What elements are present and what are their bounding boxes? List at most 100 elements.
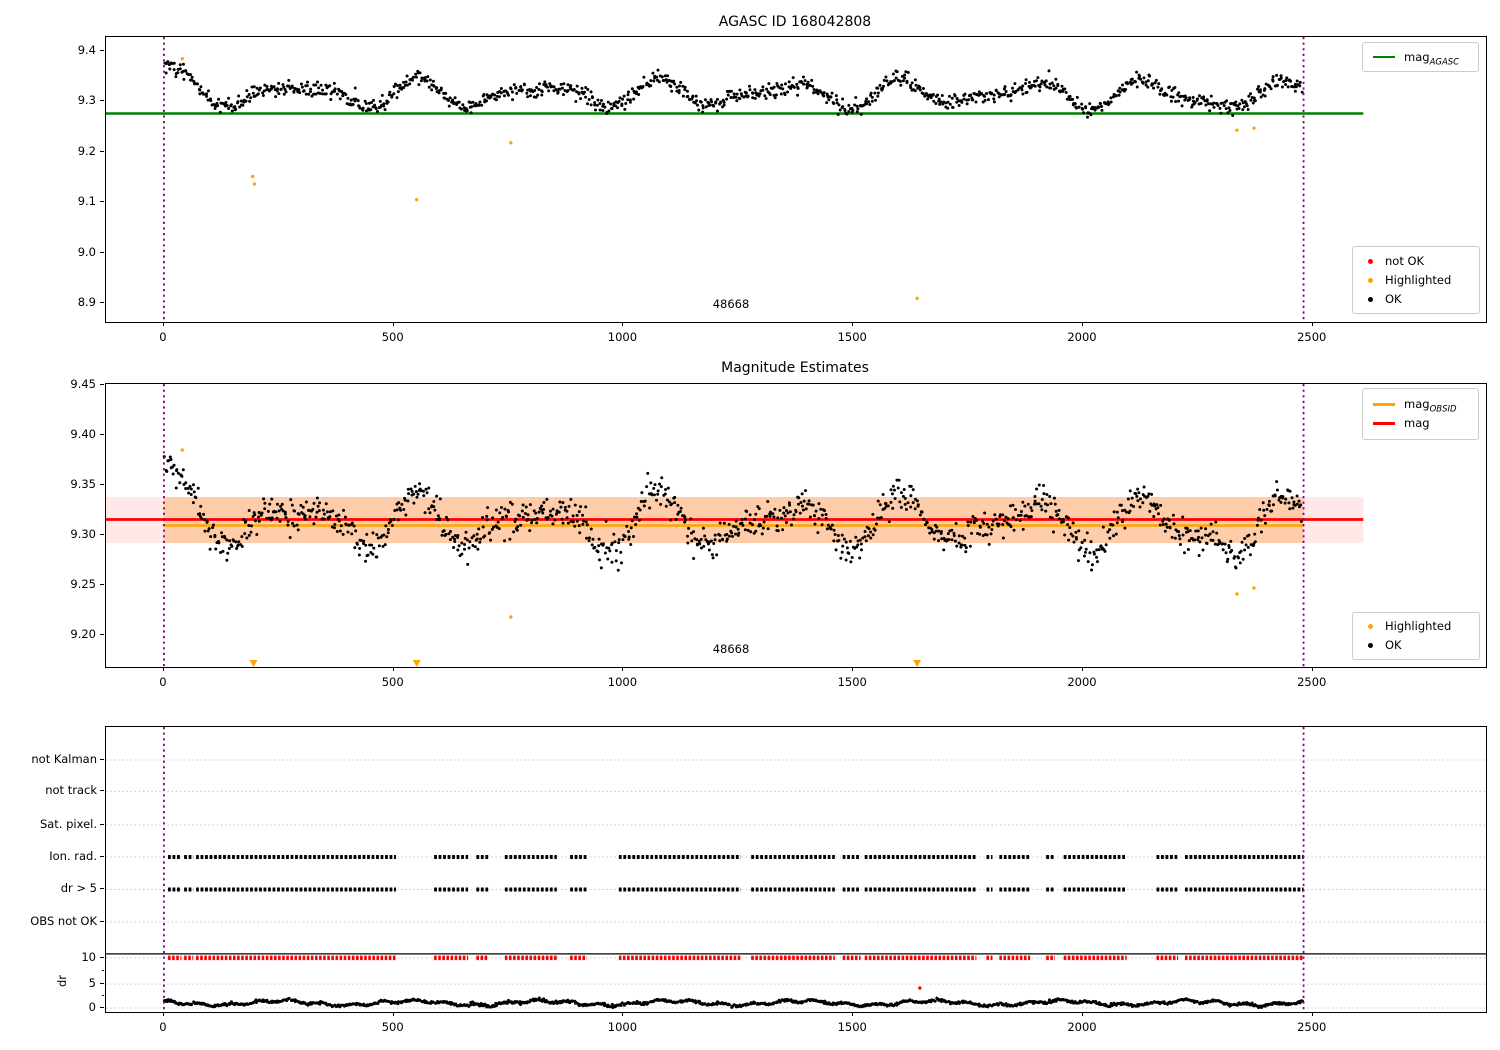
flag-label-not-track: not track: [45, 783, 97, 797]
y-tick-mark: [100, 301, 104, 303]
y-tick-label: 9.25: [70, 577, 96, 591]
top-plot-line-legend: magAGASC: [1362, 42, 1479, 72]
x-tick-mark: [1311, 667, 1313, 671]
legend-label: Highlighted: [1385, 619, 1452, 633]
black-dot-swatch: [1368, 296, 1373, 302]
x-tick-mark: [622, 1012, 624, 1016]
y-tick-mark: [100, 150, 104, 152]
x-tick-label: 2500: [1297, 675, 1327, 689]
flag-label-not-kalman: not Kalman: [31, 752, 97, 766]
x-tick-mark: [852, 667, 854, 671]
orange-dot-swatch: [1368, 624, 1373, 629]
y-tick-mark: [100, 251, 104, 253]
black-dot-swatch: [1368, 643, 1373, 648]
y-tick-label: 9.0: [77, 244, 96, 259]
y-tick-mark: [100, 434, 104, 435]
top-plot-canvas: [106, 37, 1364, 322]
flag-row-tick-mark: [100, 888, 104, 890]
x-tick-label: 500: [381, 1020, 404, 1034]
dr-tick-label: 0: [88, 1000, 96, 1014]
legend-row-not-ok: not OK: [1363, 254, 1469, 269]
x-tick-mark: [1311, 322, 1313, 326]
x-tick-label: 1500: [837, 675, 867, 689]
x-tick-mark: [622, 667, 624, 671]
y-tick-label: 9.3: [77, 93, 96, 108]
flag-row-tick-mark: [100, 824, 104, 826]
flag-row-tick-mark: [100, 920, 104, 922]
middle-plot-obsid-annotation: 48668: [712, 642, 750, 656]
flag-label-dr-gt-5: dr > 5: [60, 881, 97, 895]
dr-tick-mark: [100, 1007, 104, 1008]
y-tick-mark: [100, 201, 104, 203]
x-tick-label: 1500: [837, 1020, 867, 1034]
top-plot-title: AGASC ID 168042808: [718, 14, 872, 30]
y-tick-label: 9.30: [70, 527, 96, 541]
y-tick-label: 9.35: [70, 477, 96, 491]
top-plot-points-legend: not OK Highlighted OK: [1352, 246, 1480, 314]
middle-plot-title: Magnitude Estimates: [721, 360, 869, 376]
y-tick-mark: [100, 384, 104, 385]
y-tick-label: 9.1: [77, 194, 96, 209]
y-tick-label: 9.45: [70, 377, 96, 391]
red-dot-swatch: [1368, 258, 1373, 264]
legend-row-mag: mag: [1373, 416, 1468, 431]
x-tick-mark: [392, 322, 394, 326]
y-tick-mark: [100, 584, 104, 585]
dr-minor-tick-mark: [101, 969, 104, 971]
dr-tick-mark: [100, 983, 104, 985]
legend-label: OK: [1385, 291, 1402, 306]
x-tick-mark: [392, 1012, 394, 1016]
legend-row-ok: OK: [1363, 292, 1469, 307]
x-tick-mark: [162, 1012, 164, 1016]
x-tick-label: 2000: [1067, 1020, 1097, 1034]
y-tick-mark: [100, 50, 104, 52]
legend-label: Highlighted: [1385, 272, 1452, 287]
red-line-swatch: [1373, 422, 1395, 425]
x-tick-label: 1000: [607, 1020, 638, 1034]
x-tick-label: 0: [159, 675, 167, 689]
x-tick-label: 2500: [1297, 1020, 1327, 1034]
legend-label: OK: [1385, 638, 1402, 652]
dr-minor-tick-mark: [101, 995, 104, 997]
legend-label: not OK: [1385, 253, 1425, 268]
bottom-plot-canvas: [106, 727, 1486, 1012]
x-tick-mark: [162, 667, 164, 671]
flag-row-tick-mark: [100, 790, 104, 792]
orange-line-swatch: [1373, 403, 1395, 406]
middle-plot-canvas: [106, 384, 1364, 667]
middle-plot-axes: [105, 383, 1487, 668]
x-tick-mark: [1081, 667, 1083, 671]
flag-row-tick-mark: [100, 855, 104, 857]
middle-plot-line-legend: magOBSID mag: [1362, 388, 1479, 440]
x-tick-mark: [852, 322, 854, 326]
legend-row-mag-agasc: magAGASC: [1373, 50, 1468, 66]
green-line-swatch: [1373, 56, 1395, 58]
legend-row-highlighted: Highlighted: [1363, 619, 1469, 634]
x-tick-mark: [1081, 1012, 1083, 1016]
flag-label-obs-not-ok: OBS not OK: [30, 914, 97, 928]
legend-label: mag: [1404, 416, 1430, 430]
top-plot-axes: [105, 36, 1487, 323]
x-tick-label: 1500: [837, 330, 867, 344]
orange-dot-swatch: [1368, 277, 1373, 283]
legend-row-highlighted: Highlighted: [1363, 273, 1469, 288]
legend-row-mag-obsid: magOBSID: [1373, 397, 1468, 415]
x-tick-label: 1000: [607, 675, 638, 689]
middle-plot-points-legend: Highlighted OK: [1352, 612, 1480, 660]
x-tick-mark: [1081, 322, 1083, 326]
x-tick-label: 2500: [1297, 330, 1327, 344]
legend-label: magOBSID: [1404, 397, 1457, 415]
x-tick-label: 1000: [607, 330, 638, 344]
flag-row-tick-mark: [100, 759, 104, 761]
x-tick-label: 0: [159, 1020, 167, 1034]
x-tick-label: 2000: [1067, 330, 1097, 344]
x-tick-label: 2000: [1067, 675, 1097, 689]
dr-axis-label: dr: [55, 974, 69, 988]
x-tick-mark: [852, 1012, 854, 1016]
top-plot-obsid-annotation: 48668: [712, 297, 750, 311]
dr-tick-mark: [100, 956, 104, 958]
x-tick-mark: [1311, 1012, 1313, 1016]
y-tick-label: 8.9: [77, 294, 96, 309]
y-tick-label: 9.40: [70, 427, 96, 441]
